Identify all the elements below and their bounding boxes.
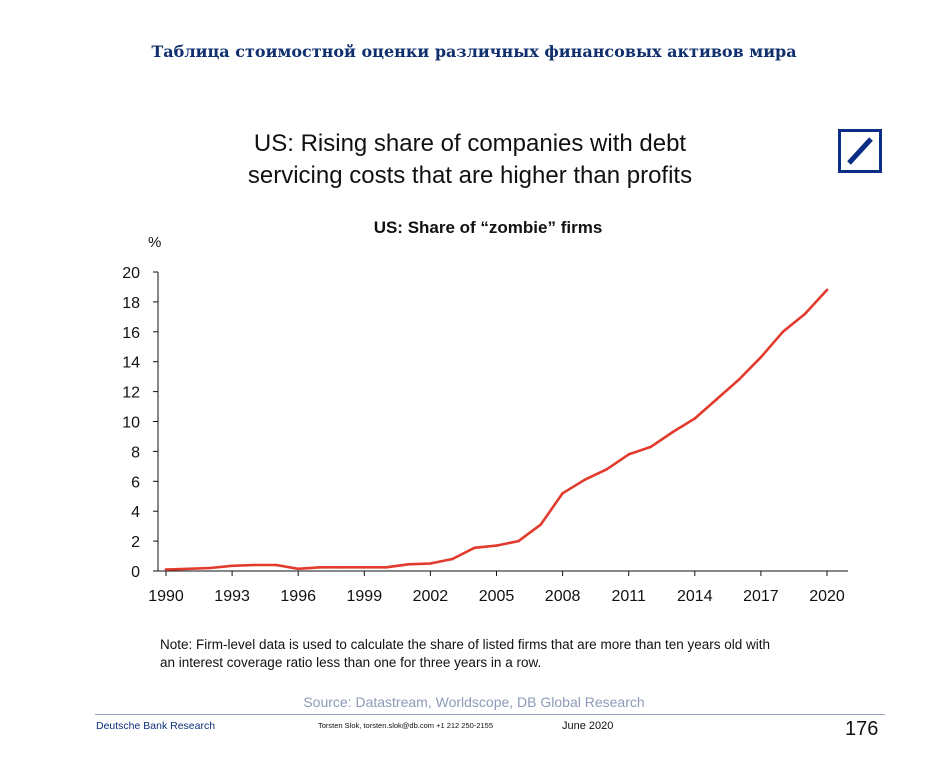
data-point	[407, 562, 410, 566]
data-point	[561, 491, 564, 495]
footer-brand: Deutsche Bank Research	[96, 720, 216, 732]
data-point	[296, 567, 300, 571]
x-tick-label: 2017	[743, 588, 779, 605]
y-tick-label: 14	[122, 355, 140, 372]
footer-date: June 2020	[562, 720, 614, 732]
slide-title-line-2: servicing costs that are higher than pro…	[247, 162, 693, 189]
x-tick-label: 2011	[611, 588, 646, 605]
footer-author: Torsten Slok, torsten.slok@db.com +1 212…	[318, 721, 494, 730]
y-axis-unit-label: %	[148, 234, 161, 251]
chart-axes	[157, 272, 848, 572]
data-point	[318, 565, 322, 569]
y-tick-label: 8	[131, 444, 140, 461]
x-tick-label: 1990	[148, 588, 184, 605]
note-line-2: an interest coverage ratio less than one…	[160, 655, 542, 670]
data-point	[429, 562, 432, 565]
data-point	[583, 478, 586, 482]
y-tick-label: 6	[131, 474, 140, 491]
data-point	[230, 564, 234, 568]
y-tick-label: 4	[131, 504, 140, 521]
data-point	[671, 430, 675, 434]
data-point	[781, 330, 785, 334]
data-point	[759, 355, 763, 359]
data-point	[825, 288, 829, 292]
data-point	[451, 557, 454, 561]
data-point	[737, 378, 741, 381]
data-point	[186, 567, 190, 571]
page-number: 176	[845, 718, 879, 740]
x-axis-ticks: 1990 1993 1996 1999 2002 2005 2008 2011 2014 2017…	[148, 571, 845, 605]
source-text: Source: Datastream, Worldscope, DB Globa…	[303, 694, 645, 710]
y-tick-label: 0	[131, 564, 140, 581]
y-axis-ticks: 0 2 4 6 8 10 12 14 16 18 20	[122, 265, 158, 581]
data-point	[627, 453, 630, 456]
x-tick-label: 1996	[280, 588, 316, 605]
data-point	[340, 565, 344, 569]
series-line-zombie-share	[164, 288, 829, 571]
x-tick-label: 2002	[413, 588, 449, 605]
data-point	[473, 546, 476, 550]
data-point	[517, 539, 520, 543]
logo-slash-icon	[847, 137, 873, 165]
x-tick-label: 2008	[545, 588, 581, 605]
data-point	[385, 565, 388, 569]
x-tick-label: 1999	[347, 588, 383, 605]
y-tick-label: 2	[131, 534, 140, 551]
x-tick-label: 1993	[214, 588, 250, 605]
x-tick-label: 2020	[809, 588, 845, 605]
x-tick-label: 2005	[479, 588, 515, 605]
data-point	[274, 563, 278, 567]
data-point	[208, 566, 212, 570]
y-tick-label: 20	[122, 265, 140, 282]
chart-title: US: Share of “zombie” firms	[374, 218, 603, 237]
chart-note: Note: Firm-level data is used to calcula…	[160, 636, 900, 672]
data-point	[715, 397, 719, 401]
header-title: Таблица стоимостной оценки различных фин…	[151, 42, 797, 61]
footer-divider	[95, 714, 885, 715]
y-tick-label: 10	[122, 415, 140, 432]
data-point	[693, 417, 697, 420]
y-tick-label: 18	[122, 295, 140, 312]
data-point	[539, 523, 542, 526]
note-line-1: Note: Firm-level data is used to calcula…	[160, 637, 771, 652]
data-point	[649, 445, 653, 449]
slide-title-line-1: US: Rising share of companies with debt	[253, 130, 687, 157]
slide-title: US: Rising share of companies with debt …	[150, 128, 790, 192]
data-point	[803, 312, 807, 316]
chart-series	[164, 288, 829, 571]
data-point	[605, 468, 608, 471]
data-point	[164, 568, 168, 571]
data-point	[495, 544, 498, 547]
y-tick-label: 12	[122, 385, 140, 402]
x-tick-label: 2014	[677, 588, 713, 605]
y-tick-label: 16	[122, 325, 140, 342]
data-point	[363, 565, 366, 569]
deutsche-bank-logo-icon	[838, 129, 882, 173]
data-point	[252, 563, 256, 567]
